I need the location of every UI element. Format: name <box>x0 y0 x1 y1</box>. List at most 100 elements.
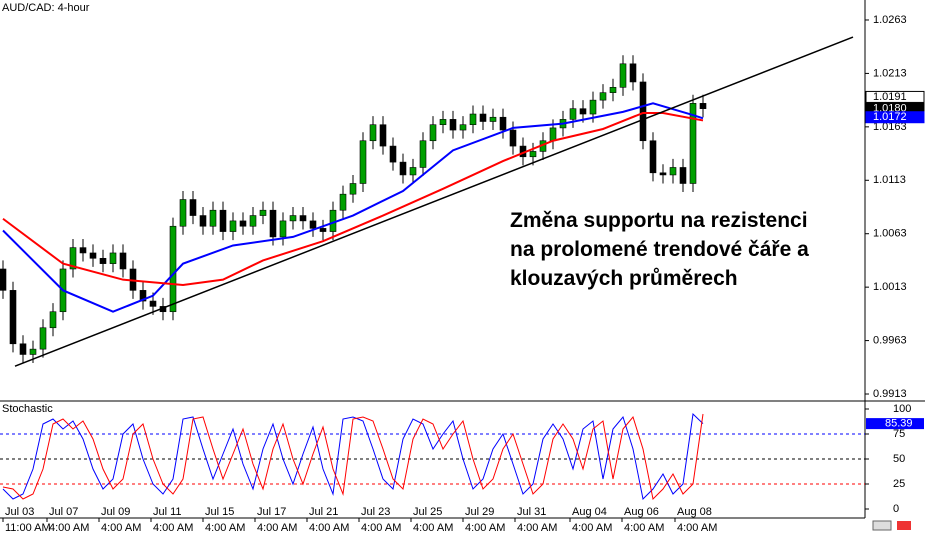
candle-body <box>139 290 147 302</box>
candle-body <box>689 103 697 184</box>
panel-title-bg <box>0 403 56 416</box>
candle-body <box>679 167 687 184</box>
candle-body <box>509 129 517 147</box>
moving-average <box>2 102 704 313</box>
candle-body <box>229 220 237 232</box>
annotation: klouzavých průměrech <box>510 267 738 290</box>
x-tick-time: 4:00 AM <box>101 522 141 534</box>
x-tick-time: 4:00 AM <box>361 522 401 534</box>
candle-body <box>379 124 387 147</box>
candle-body <box>79 247 87 254</box>
candle-body <box>269 209 277 238</box>
candle-body <box>239 220 247 227</box>
candle-body <box>149 300 157 307</box>
candle-body <box>699 103 707 109</box>
price-marker-label: 1.0191 <box>873 91 907 103</box>
x-tick-label: Jul 15 <box>205 506 234 518</box>
candle-body <box>249 215 257 227</box>
y-tick-label: 1.0263 <box>873 14 907 26</box>
x-tick-time: 4:00 AM <box>413 522 453 534</box>
stochastic-marker <box>866 418 924 430</box>
candle-body <box>669 167 677 176</box>
y-tick-label: 50 <box>893 453 905 465</box>
candle-body <box>199 215 207 227</box>
scroll-icon[interactable] <box>872 520 892 531</box>
candle-body <box>449 119 457 131</box>
candle-body <box>29 348 37 355</box>
candle-body <box>429 124 437 142</box>
overlay: AUD/CAD: 4-hour Stochastic Změna support… <box>0 1 911 531</box>
candle-body <box>629 63 637 83</box>
candle-body <box>599 92 607 101</box>
x-tick-time: 4:00 AM <box>572 522 612 534</box>
candle-body <box>619 63 627 88</box>
candle-body <box>289 215 297 222</box>
candle-body <box>339 193 347 211</box>
candle-body <box>529 151 537 158</box>
y-tick-label: 0.9963 <box>873 334 907 346</box>
candle-body <box>439 119 447 126</box>
x-tick-time: 11:00 AM <box>5 522 51 534</box>
candle-body <box>109 252 117 264</box>
x-tick-label: Jul 11 <box>153 506 182 518</box>
price-marker-label: 1.0172 <box>873 111 907 123</box>
x-tick-time: 4:00 AM <box>205 522 245 534</box>
shift-icon[interactable] <box>897 521 911 530</box>
candle-body <box>659 172 667 176</box>
x-tick-label: Jul 07 <box>49 506 78 518</box>
y-tick-label: 0.9913 <box>873 388 907 400</box>
trendline <box>14 36 854 367</box>
x-tick-label: Jul 09 <box>101 506 130 518</box>
x-tick-label: Jul 03 <box>5 506 34 518</box>
y-tick-label: 100 <box>893 403 911 415</box>
x-tick-label: Aug 04 <box>572 506 607 518</box>
candle-body <box>279 220 287 238</box>
annotation: Změna supportu na rezistenci <box>510 209 808 232</box>
candle-body <box>489 116 497 122</box>
x-tick-time: 4:00 AM <box>624 522 664 534</box>
x-tick-time: 4:00 AM <box>153 522 193 534</box>
candle-body <box>209 209 217 227</box>
x-tick-time: 4:00 AM <box>677 522 717 534</box>
candle-body <box>309 220 317 229</box>
panel-title: Stochastic <box>2 403 53 415</box>
candle-body <box>479 113 487 122</box>
y-tick-label: 1.0213 <box>873 67 907 79</box>
candle-body <box>579 108 587 115</box>
x-tick-label: Jul 25 <box>413 506 442 518</box>
y-tick-label: 1.0013 <box>873 281 907 293</box>
stochastic-marker-label: 85.39 <box>885 418 913 430</box>
candle-body <box>99 257 107 264</box>
candle-body <box>119 252 127 270</box>
candle-body <box>549 127 557 142</box>
y-tick-label: 1.0063 <box>873 228 907 240</box>
x-tick-label: Aug 06 <box>624 506 659 518</box>
x-tick-time: 4:00 AM <box>309 522 349 534</box>
candle-body <box>0 268 7 291</box>
candle-body <box>259 209 267 216</box>
candle-body <box>389 145 397 163</box>
moving-average <box>2 111 704 287</box>
price-marker <box>865 90 925 103</box>
candle-body <box>179 199 187 227</box>
candle-body <box>459 124 467 131</box>
x-tick-time: 4:00 AM <box>517 522 557 534</box>
y-tick-label: 0 <box>893 503 899 515</box>
x-tick-label: Jul 17 <box>257 506 286 518</box>
candle-body <box>169 225 177 313</box>
x-tick-label: Aug 08 <box>677 506 712 518</box>
candle-body <box>299 215 307 222</box>
candle-body <box>589 99 597 115</box>
candle-body <box>499 116 507 131</box>
candle-body <box>639 81 647 142</box>
y-tick-label: 1.0163 <box>873 121 907 133</box>
y-tick-label: 75 <box>893 428 905 440</box>
x-tick-time: 4:00 AM <box>49 522 89 534</box>
candle-body <box>189 199 197 216</box>
candle-body <box>69 247 77 270</box>
chart-title: AUD/CAD: 4-hour <box>2 2 90 14</box>
x-tick-label: Jul 29 <box>465 506 494 518</box>
candle-body <box>19 343 27 355</box>
